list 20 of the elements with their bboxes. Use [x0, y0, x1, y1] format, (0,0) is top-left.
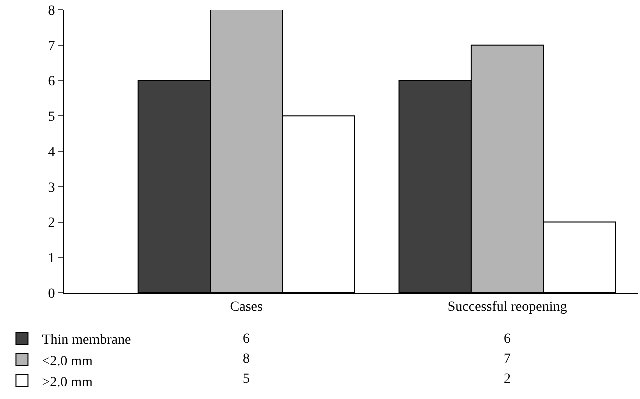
- data-label: 8: [243, 352, 250, 367]
- data-label: 6: [243, 332, 250, 347]
- y-tick-label: 8: [48, 4, 56, 19]
- y-tick-label: 1: [48, 252, 56, 267]
- x-tick-label: Cases: [230, 300, 263, 315]
- data-label: 7: [504, 352, 511, 367]
- y-tick-label: 2: [48, 216, 56, 232]
- x-tick-label: Successful reopening: [448, 300, 568, 315]
- legend-label: Thin membrane: [42, 333, 132, 348]
- legend-label: <2.0 mm: [42, 354, 93, 370]
- y-tick-label: 6: [48, 74, 56, 90]
- data-label: 2: [504, 372, 511, 387]
- data-label: 5: [243, 372, 250, 387]
- y-tick-label: 5: [48, 110, 56, 126]
- y-tick-label: 3: [48, 180, 56, 196]
- y-tick-label: 0: [48, 286, 56, 302]
- y-tick-label: 4: [48, 145, 56, 160]
- legend-label: >2.0 mm: [42, 375, 93, 390]
- data-label: 6: [504, 332, 511, 347]
- y-tick-label: 7: [48, 39, 56, 54]
